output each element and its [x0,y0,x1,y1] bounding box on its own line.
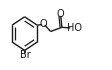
Text: HO: HO [67,23,82,33]
Text: Br: Br [20,50,31,60]
Text: O: O [40,19,47,29]
Text: O: O [56,9,64,19]
